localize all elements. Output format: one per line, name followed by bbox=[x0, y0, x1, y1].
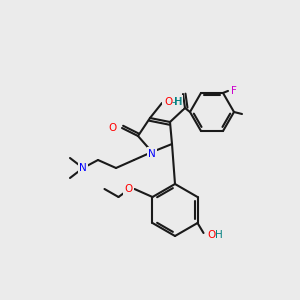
Text: F: F bbox=[231, 86, 237, 96]
Text: O: O bbox=[164, 97, 172, 107]
Text: N: N bbox=[148, 149, 156, 159]
Text: H: H bbox=[214, 230, 222, 240]
Text: O: O bbox=[164, 97, 172, 107]
Text: O: O bbox=[109, 123, 117, 133]
Text: -H: -H bbox=[171, 97, 182, 107]
Text: O: O bbox=[208, 230, 216, 240]
Text: H: H bbox=[174, 97, 182, 107]
Text: O: O bbox=[124, 184, 133, 194]
Text: N: N bbox=[79, 163, 87, 173]
